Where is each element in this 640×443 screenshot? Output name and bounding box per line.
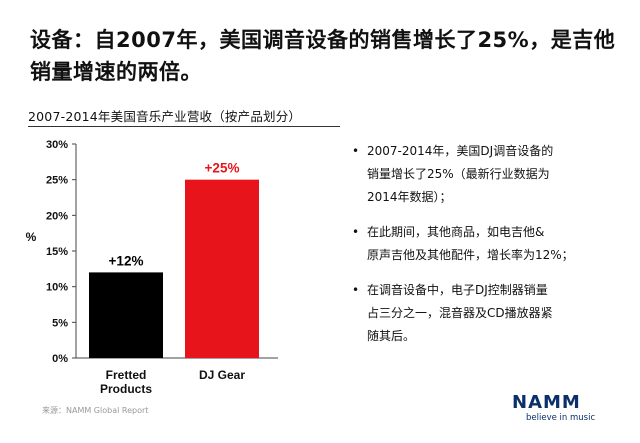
source-note: 来源：NAMM Global Report [42,406,149,415]
bullet-icon: • [352,225,360,239]
logo-wordmark: NAMM [512,392,581,413]
bullet-3-line-3: 随其后。 [367,329,416,343]
bullet-2-line-1: 在此期间，其他商品，如电吉他& [367,225,545,239]
x-category-label: Products [100,382,152,396]
bullet-1-line-2: 销量增长了25%（最新行业数据为 [367,167,550,181]
chart-title: 2007-2014年美国音乐产业营收（按产品划分） [28,108,340,127]
y-tick-label: 5% [52,317,68,329]
headline-line-2: 销量增速的两倍。 [30,60,202,84]
bullet-item-2: • 在此期间，其他商品，如电吉他& 原声吉他及其他配件，增长率为12%； [352,221,622,267]
data-label: +25% [205,161,240,176]
y-tick-label: 30% [46,139,68,151]
bullet-3-line-2: 占三分之一，混音器及CD播放器紧 [367,306,553,320]
bullet-icon: • [352,144,360,158]
namm-logo: NAMM believe in music [512,393,617,429]
bullet-1-line-1: 2007-2014年，美国DJ调音设备的 [367,144,554,158]
headline-line-1: 设备：自2007年，美国调音设备的销售增长了25%，是吉他 [30,28,616,52]
bullet-item-1: • 2007-2014年，美国DJ调音设备的 销量增长了25%（最新行业数据为 … [352,140,622,209]
y-tick-label: 20% [46,210,68,222]
bullet-2-line-2: 原声吉他及其他配件，增长率为12%； [367,248,574,262]
bar [89,272,163,358]
y-axis-label: % [26,230,37,244]
y-tick-label: 10% [46,282,68,294]
x-category-label: Fretted [106,368,147,382]
data-label: +12% [109,253,144,268]
bullet-item-3: • 在调音设备中，电子DJ控制器销量 占三分之一，混音器及CD播放器紧 随其后。 [352,279,622,348]
bullet-1-line-3: 2014年数据）； [367,190,452,204]
y-tick-label: 0% [52,353,68,365]
bullet-icon: • [352,283,360,297]
bullet-list: • 2007-2014年，美国DJ调音设备的 销量增长了25%（最新行业数据为 … [352,140,622,360]
headline: 设备：自2007年，美国调音设备的销售增长了25%，是吉他 销量增速的两倍。 [30,24,620,88]
y-tick-label: 15% [46,246,68,258]
bullet-3-line-1: 在调音设备中，电子DJ控制器销量 [367,283,548,297]
logo-tagline: believe in music [526,413,596,423]
x-category-label: DJ Gear [199,368,245,382]
y-tick-label: 25% [46,175,68,187]
bar [185,179,259,358]
